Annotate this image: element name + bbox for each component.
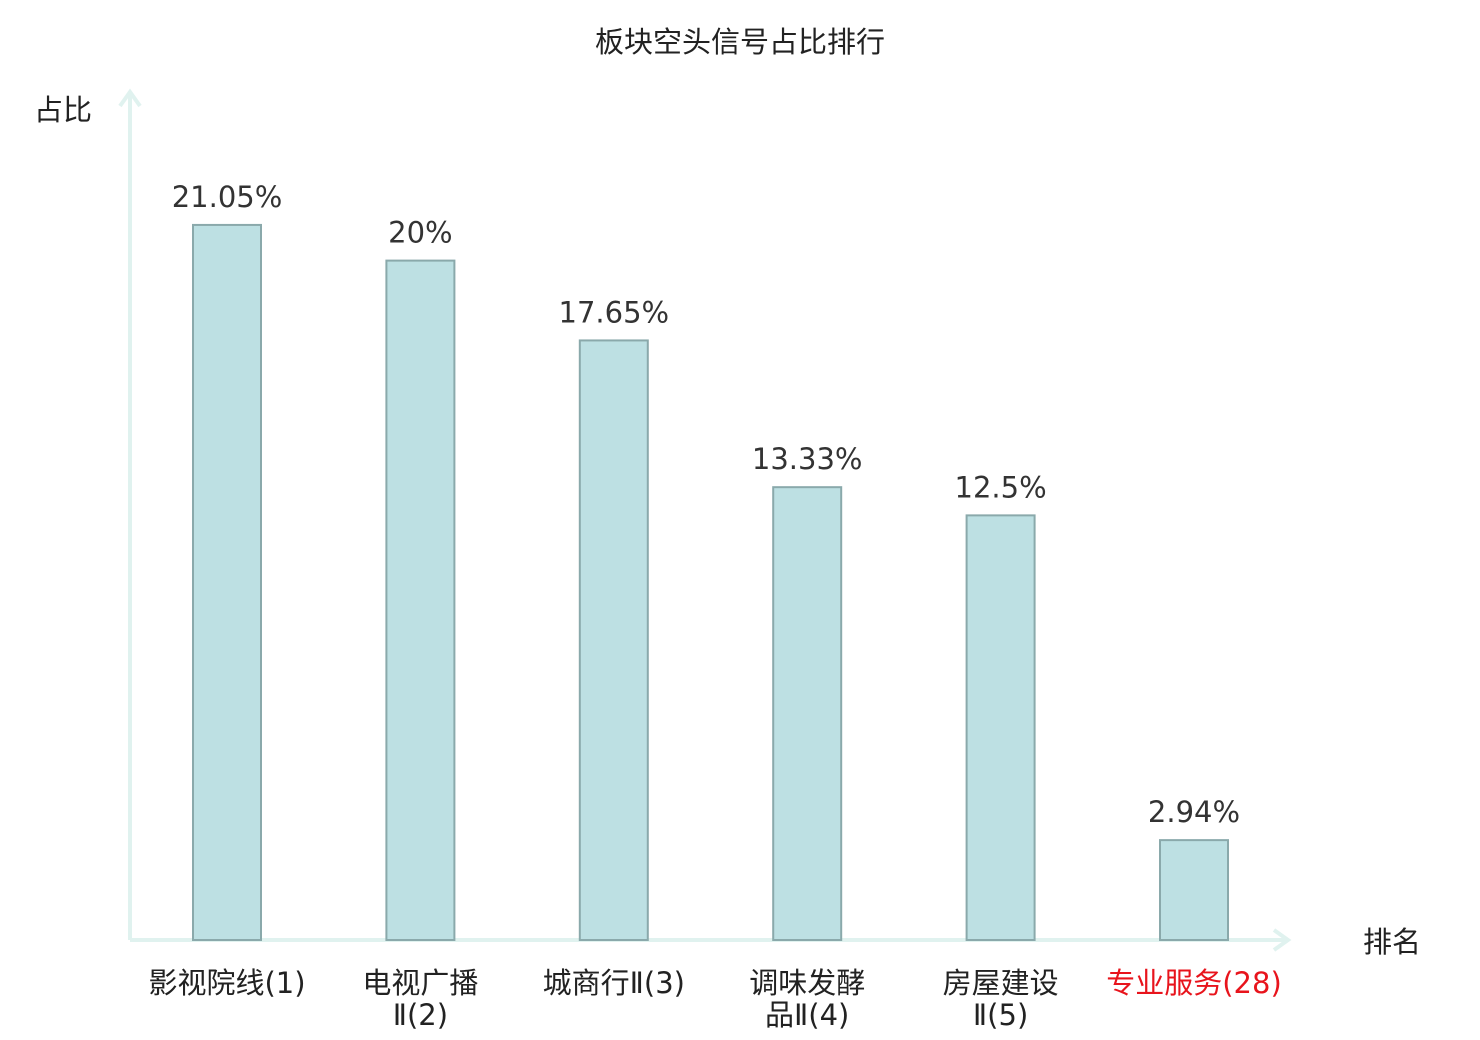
- bar-3: [578, 339, 649, 941]
- value-label-4: 13.33%: [752, 442, 863, 476]
- category-label-line: 房屋建设: [943, 966, 1059, 1000]
- category-label-line: Ⅱ(5): [973, 998, 1028, 1032]
- category-label-line: 影视院线(1): [148, 966, 305, 1000]
- category-label-3: 城商行Ⅱ(3): [543, 966, 685, 1000]
- category-label-line: Ⅱ(2): [393, 998, 448, 1032]
- bars-group: [192, 223, 1229, 942]
- value-label-5: 12.5%: [955, 470, 1047, 504]
- y-axis-arrow: [118, 88, 142, 108]
- x-axis-label: 排名: [1363, 925, 1421, 959]
- value-label-6: 2.94%: [1148, 795, 1240, 829]
- bar-1: [192, 223, 262, 941]
- category-label-2: 电视广播 Ⅱ(2): [362, 966, 478, 1032]
- bar-5: [965, 514, 1036, 941]
- category-label-5: 房屋建设 Ⅱ(5): [943, 966, 1059, 1032]
- category-label-6: 专业服务(28): [1106, 966, 1282, 1000]
- value-labels-group: 21.05% 20% 17.65% 13.33% 12.5% 2.94%: [172, 180, 1240, 829]
- bar-6: [1159, 839, 1229, 941]
- y-axis-label: 占比: [34, 93, 92, 127]
- bar-4: [772, 486, 843, 941]
- category-label-line: 专业服务(28): [1106, 966, 1282, 1000]
- value-label-3: 17.65%: [559, 295, 670, 329]
- chart-title: 板块空头信号占比排行: [595, 25, 885, 59]
- value-label-2: 20%: [388, 216, 452, 250]
- category-label-line: 城商行Ⅱ(3): [543, 966, 685, 1000]
- value-label-1: 21.05%: [172, 180, 283, 214]
- category-labels-group: 影视院线(1) 电视广播 Ⅱ(2) 城商行Ⅱ(3) 调味发酵品Ⅱ(4) 房屋建设 Ⅱ(5) 专…: [148, 966, 1281, 1032]
- category-label-line: 品Ⅱ(4): [765, 998, 849, 1032]
- x-axis-arrow: [1272, 928, 1292, 952]
- category-label-line: 电视广播: [362, 966, 478, 1000]
- category-label-1: 影视院线(1): [148, 966, 305, 1000]
- category-label-line: 调味发酵: [749, 966, 865, 1000]
- category-label-4: 调味发酵品Ⅱ(4): [749, 966, 865, 1032]
- bar-2: [385, 259, 456, 942]
